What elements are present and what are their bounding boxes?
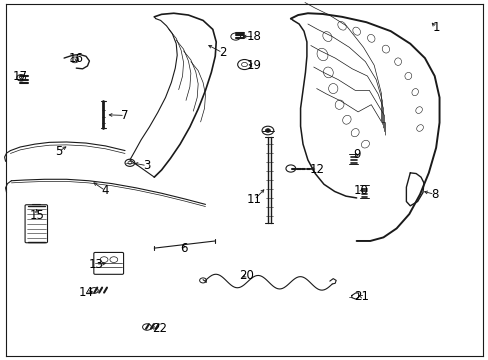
Text: 9: 9: [352, 148, 360, 161]
Ellipse shape: [411, 89, 418, 96]
Text: 21: 21: [353, 290, 368, 303]
Text: 18: 18: [246, 30, 261, 43]
Ellipse shape: [416, 125, 423, 131]
Text: 6: 6: [180, 242, 187, 255]
Text: 15: 15: [30, 210, 44, 222]
Text: 14: 14: [79, 287, 93, 300]
Text: 5: 5: [56, 145, 63, 158]
Ellipse shape: [323, 67, 333, 78]
Circle shape: [265, 129, 270, 132]
Text: 20: 20: [239, 269, 254, 282]
Text: 1: 1: [431, 21, 439, 34]
Text: 7: 7: [121, 109, 128, 122]
Ellipse shape: [328, 84, 337, 94]
Ellipse shape: [382, 45, 389, 53]
Ellipse shape: [352, 27, 360, 35]
FancyBboxPatch shape: [25, 205, 47, 243]
Ellipse shape: [316, 48, 327, 61]
Text: 3: 3: [143, 159, 150, 172]
Text: 13: 13: [88, 258, 103, 271]
Text: 2: 2: [218, 46, 226, 59]
Text: 17: 17: [13, 69, 28, 82]
Text: 4: 4: [102, 184, 109, 197]
Text: 11: 11: [246, 193, 261, 206]
Text: 19: 19: [246, 59, 261, 72]
Text: 22: 22: [151, 322, 166, 335]
Ellipse shape: [322, 32, 331, 41]
FancyBboxPatch shape: [94, 252, 123, 274]
Text: 12: 12: [309, 163, 325, 176]
Ellipse shape: [404, 72, 411, 80]
Ellipse shape: [350, 129, 359, 137]
Ellipse shape: [342, 115, 350, 124]
Text: 8: 8: [430, 188, 437, 201]
Ellipse shape: [361, 140, 369, 148]
Ellipse shape: [334, 100, 343, 109]
Ellipse shape: [394, 58, 401, 66]
Ellipse shape: [337, 22, 346, 30]
Text: 10: 10: [353, 184, 368, 197]
Text: 16: 16: [69, 51, 83, 64]
Ellipse shape: [367, 35, 374, 42]
Ellipse shape: [415, 107, 422, 113]
